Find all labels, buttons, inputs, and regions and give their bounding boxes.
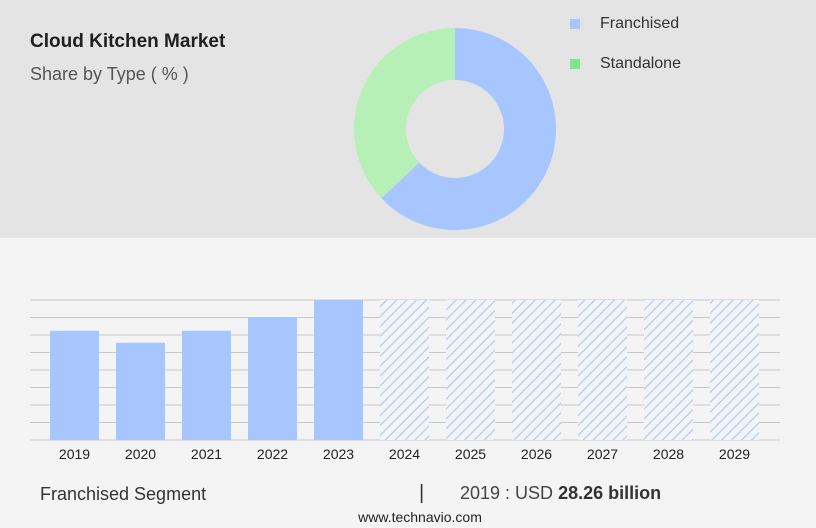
- x-tick-label-2023: 2023: [323, 446, 354, 462]
- legend-label-standalone: Standalone: [600, 55, 681, 72]
- forecast-bar-2026: [512, 300, 561, 440]
- donut-slice-franchised: [381, 28, 556, 230]
- legend-item-standalone: Standalone: [570, 54, 681, 74]
- footer-value: 28.26 billion: [558, 483, 662, 503]
- footer-url: www.technavio.com: [358, 509, 482, 525]
- footer-segment: Franchised Segment: [40, 484, 207, 504]
- legend-swatch-standalone: [570, 59, 580, 69]
- legend-label-franchised: Franchised: [600, 15, 680, 32]
- x-tick-label-2029: 2029: [719, 446, 750, 462]
- forecast-bar-2025: [446, 300, 495, 440]
- footer-value-line: 2019 : USD 28.26 billion: [460, 483, 661, 504]
- x-tick-label-2027: 2027: [587, 446, 618, 462]
- chart-title: Cloud Kitchen Market: [30, 31, 226, 52]
- x-tick-label-2022: 2022: [257, 446, 288, 462]
- legend-item-franchised: Franchised: [570, 14, 681, 34]
- x-tick-label-2019: 2019: [59, 446, 90, 462]
- forecast-bar-2028: [644, 300, 693, 440]
- x-tick-label-2020: 2020: [125, 446, 156, 462]
- x-tick-label-2028: 2028: [653, 446, 684, 462]
- bar-2020: [116, 342, 165, 440]
- bar-2019: [50, 330, 99, 440]
- footer-year-label: 2019 : USD: [460, 483, 554, 503]
- bar-2023: [314, 300, 363, 440]
- bar-2021: [182, 330, 231, 440]
- x-tick-label-2026: 2026: [521, 446, 552, 462]
- footer-separator: |: [419, 482, 425, 504]
- chart-subtitle: Share by Type ( % ): [30, 64, 189, 84]
- bar-2022: [248, 317, 297, 440]
- x-tick-label-2025: 2025: [455, 446, 486, 462]
- legend: Franchised Standalone: [570, 14, 681, 94]
- forecast-bar-2029: [710, 300, 759, 440]
- legend-swatch-franchised: [570, 19, 580, 29]
- bar-chart: 2019 2020 2021 2022 2023 2024 2025 2026 2027 2028…: [30, 299, 780, 462]
- x-tick-label-2021: 2021: [191, 446, 222, 462]
- forecast-bar-2027: [578, 300, 627, 440]
- forecast-bar-2024: [380, 300, 429, 440]
- donut-slice-standalone: [354, 28, 455, 199]
- x-tick-label-2024: 2024: [389, 446, 420, 462]
- donut-chart: [354, 28, 556, 230]
